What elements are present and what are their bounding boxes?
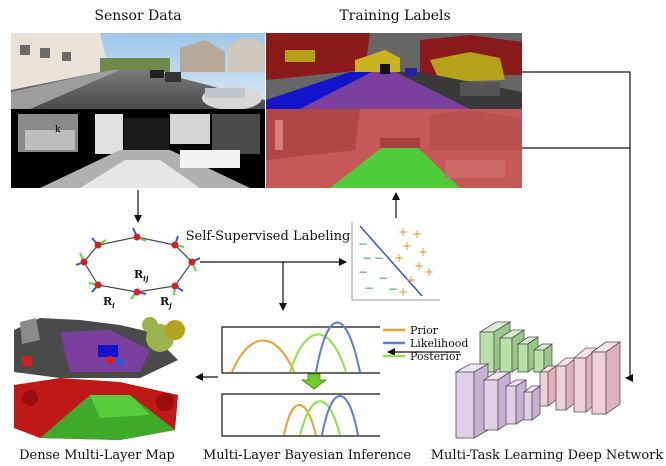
update-down-arrow bbox=[300, 373, 328, 390]
pose-graph: Rij Ri Rj bbox=[75, 227, 201, 310]
arrow-semantic-to-network bbox=[522, 71, 633, 382]
network-encoder bbox=[454, 363, 542, 439]
minus-point: − bbox=[374, 251, 384, 265]
training-labels-heading: Training Labels bbox=[339, 8, 450, 24]
pose-node-5 bbox=[130, 288, 147, 300]
sensor-depth-image: k bbox=[11, 109, 265, 188]
svg-text:k: k bbox=[55, 125, 61, 135]
traversable-label-image bbox=[266, 109, 522, 188]
network-pink-branch bbox=[538, 341, 622, 415]
minus-point: − bbox=[378, 271, 388, 285]
sensor-data-heading: Sensor Data bbox=[94, 8, 181, 24]
prior-curve bbox=[283, 404, 317, 436]
plus-point: + bbox=[402, 239, 412, 253]
minus-point: − bbox=[388, 282, 398, 296]
pose-node-2 bbox=[171, 235, 185, 249]
likelihood-curve bbox=[315, 321, 361, 373]
distribution-legend: Prior Likelihood Posterior bbox=[383, 324, 468, 363]
prior-curve bbox=[231, 339, 295, 373]
plus-point: + bbox=[394, 251, 404, 265]
pose-node-3 bbox=[188, 257, 201, 272]
semantic-label-image bbox=[266, 33, 522, 109]
posterior-curve bbox=[299, 400, 341, 436]
legend-prior: Prior bbox=[410, 324, 439, 337]
plus-point: + bbox=[424, 265, 434, 279]
bayesian-inference-caption: Multi-Layer Bayesian Inference bbox=[203, 448, 411, 463]
minus-point: − bbox=[358, 237, 368, 251]
plus-point: + bbox=[398, 225, 408, 239]
plus-point: + bbox=[412, 227, 422, 241]
plus-point: + bbox=[406, 273, 416, 287]
likelihood-curve bbox=[321, 395, 359, 436]
legend-likelihood: Likelihood bbox=[410, 337, 468, 350]
network-green-branch bbox=[478, 321, 554, 373]
pose-node-7 bbox=[75, 252, 88, 266]
posterior-curve bbox=[289, 333, 347, 373]
pose-node-4 bbox=[171, 282, 184, 296]
deep-network-caption: Multi-Task Learning Deep Network bbox=[431, 448, 664, 463]
sensor-camera-image bbox=[11, 33, 265, 110]
dense-map-caption: Dense Multi-Layer Map bbox=[19, 448, 175, 463]
node-label-ri: Ri bbox=[103, 295, 115, 310]
plus-point: + bbox=[398, 285, 408, 299]
legend-posterior: Posterior bbox=[410, 350, 462, 363]
plus-point: + bbox=[414, 259, 424, 273]
bayesian-prior-plot bbox=[221, 321, 380, 374]
edge-label-rij: Rij bbox=[134, 268, 149, 283]
multi-task-network bbox=[454, 321, 622, 439]
flow-arrows bbox=[134, 71, 633, 382]
plus-point: + bbox=[418, 245, 428, 259]
pose-node-6 bbox=[88, 281, 102, 293]
bayesian-posterior-plot bbox=[221, 393, 380, 437]
pose-node-8 bbox=[91, 237, 107, 249]
minus-point: − bbox=[364, 281, 374, 295]
node-label-rj: Rj bbox=[160, 295, 172, 310]
minus-point: − bbox=[358, 265, 368, 279]
pose-node-1 bbox=[132, 227, 147, 242]
self-supervised-labeling-label: Self-Supervised Labeling bbox=[186, 229, 351, 244]
dense-traversability-map bbox=[14, 378, 178, 440]
dense-semantic-map bbox=[14, 317, 185, 378]
minus-point: − bbox=[362, 251, 372, 265]
classifier-scatter-plot: − − − − − − − + + + + + + + + + bbox=[351, 222, 440, 301]
